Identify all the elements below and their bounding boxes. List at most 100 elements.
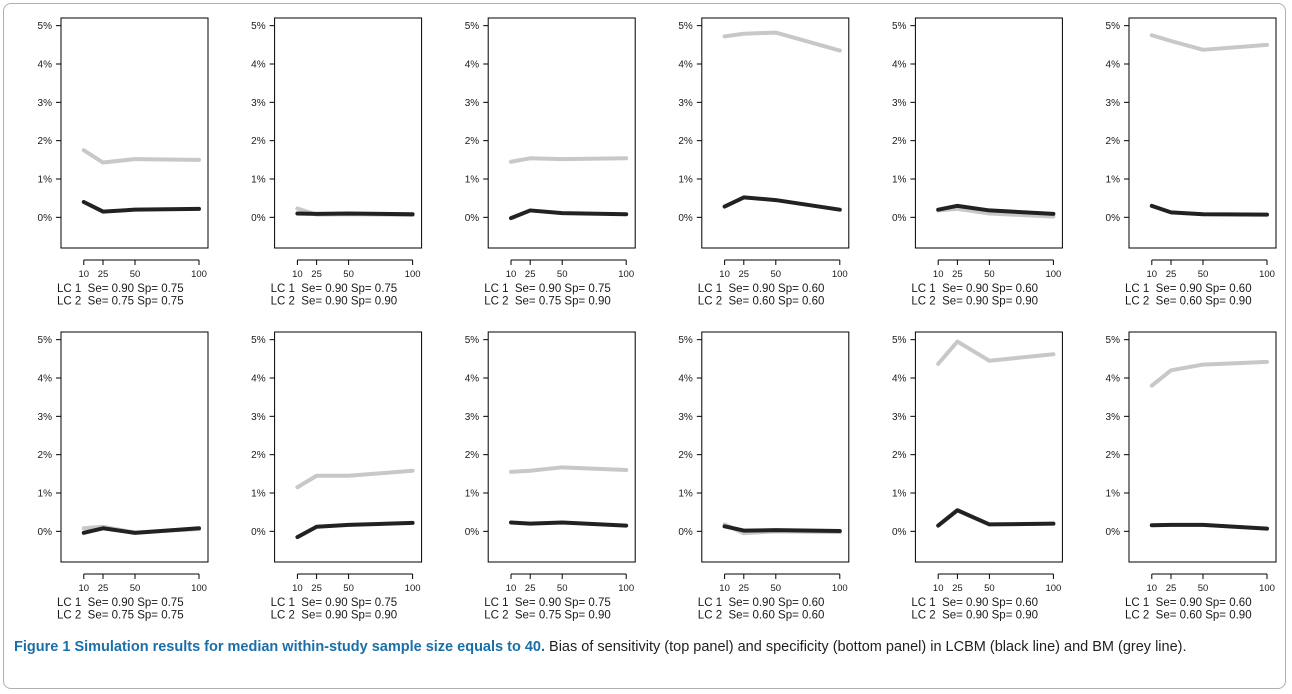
y-tick-label: 1% [465, 489, 480, 500]
y-tick-label: 1% [465, 175, 480, 186]
chart-panel: 5% 4% 3% 2% 1% 0% 10 25 50 100 LC 1 Se= 0.90 Sp= 0… [251, 331, 423, 622]
y-tick-label: 2% [1106, 136, 1121, 147]
plot-frame [1128, 331, 1277, 563]
chart-panel: 5% 4% 3% 2% 1% 0% 10 25 50 100 LC 1 Se= 0.90 Sp= 0… [892, 17, 1063, 308]
y-tick-label: 0% [38, 527, 53, 538]
x-tick-label: 100 [618, 269, 634, 280]
x-tick-label: 50 [557, 583, 568, 594]
y-tick-label: 2% [251, 450, 266, 461]
y-tick-label: 1% [892, 489, 907, 500]
figure-label: Figure 1 [14, 639, 71, 655]
y-tick-label: 5% [1106, 335, 1121, 346]
chart-panel: 5% 4% 3% 2% 1% 0% 10 25 50 100 LC 1 Se= 0.90 Sp= 0… [38, 17, 209, 308]
figure-caption: Figure 1 Simulation results for median w… [14, 637, 1279, 658]
series-line-bm [1149, 33, 1269, 52]
y-tick-label: 1% [38, 489, 53, 500]
x-tick-label: 50 [130, 583, 141, 594]
y-tick-label: 4% [465, 60, 480, 71]
series-line-lcbm [936, 508, 1056, 528]
y-tick-label: 1% [892, 175, 907, 186]
y-tick-label: 1% [1106, 489, 1121, 500]
x-tick-label: 100 [1259, 269, 1275, 280]
y-tick-label: 2% [678, 450, 693, 461]
y-tick-label: 5% [465, 21, 480, 32]
x-tick-label: 25 [1166, 269, 1177, 280]
y-tick-label: 1% [251, 175, 266, 186]
figure-caption-text: Bias of sensitivity (top panel) and spec… [549, 639, 1187, 655]
scenario-label: LC 2 Se= 0.75 Sp= 0.75 [57, 610, 184, 622]
chart-panel: 5% 4% 3% 2% 1% 0% 10 25 50 100 LC 1 Se= 0.90 Sp= 0… [465, 331, 636, 622]
y-tick-label: 3% [38, 98, 53, 109]
y-tick-label: 3% [38, 412, 53, 423]
y-tick-label: 4% [251, 374, 266, 385]
x-tick-label: 50 [984, 583, 995, 594]
x-tick-label: 100 [618, 583, 634, 594]
plot-frame [274, 17, 423, 249]
y-tick-label: 0% [892, 213, 907, 224]
series-line-lcbm [722, 195, 842, 212]
x-tick-label: 100 [405, 269, 421, 280]
y-tick-label: 2% [251, 136, 266, 147]
x-tick-label: 100 [191, 583, 207, 594]
series-line-lcbm [936, 203, 1056, 216]
x-tick-label: 50 [343, 583, 354, 594]
series-line-lcbm [81, 526, 201, 535]
x-tick-label: 25 [525, 269, 536, 280]
y-tick-label: 4% [892, 60, 907, 71]
plot-frame [914, 331, 1063, 563]
y-tick-label: 5% [251, 335, 266, 346]
scenario-label: LC 1 Se= 0.90 Sp= 0.75 [484, 597, 611, 609]
series-line-bm [81, 148, 201, 165]
x-tick-label: 100 [405, 583, 421, 594]
x-tick-label: 25 [739, 583, 750, 594]
series-line-bm [509, 156, 629, 164]
y-tick-label: 2% [892, 450, 907, 461]
plot-frame [701, 331, 850, 563]
x-tick-label: 25 [525, 583, 536, 594]
y-tick-label: 0% [1106, 527, 1121, 538]
x-tick-label: 50 [984, 269, 995, 280]
plot-frame [60, 331, 209, 563]
scenario-label: LC 1 Se= 0.90 Sp= 0.75 [271, 597, 398, 609]
plot-frame [1128, 17, 1277, 249]
scenario-label: LC 2 Se= 0.60 Sp= 0.90 [1125, 610, 1252, 622]
y-tick-label: 2% [678, 136, 693, 147]
plot-frame [60, 17, 209, 249]
x-tick-label: 25 [952, 583, 963, 594]
x-tick-label: 100 [832, 583, 848, 594]
scenario-label: LC 1 Se= 0.90 Sp= 0.60 [1125, 597, 1252, 609]
y-tick-label: 2% [38, 136, 53, 147]
y-tick-label: 4% [38, 374, 53, 385]
y-tick-label: 3% [465, 98, 480, 109]
scenario-label: LC 1 Se= 0.90 Sp= 0.75 [57, 597, 184, 609]
y-tick-label: 0% [678, 527, 693, 538]
y-tick-label: 0% [465, 213, 480, 224]
scenario-label: LC 1 Se= 0.90 Sp= 0.60 [1125, 283, 1252, 295]
y-tick-label: 3% [1106, 412, 1121, 423]
scenario-label: LC 2 Se= 0.90 Sp= 0.90 [911, 610, 1038, 622]
series-line-bm [722, 30, 842, 53]
y-tick-label: 3% [251, 412, 266, 423]
series-line-bm [936, 339, 1056, 366]
y-tick-label: 4% [892, 374, 907, 385]
chart-panel: 5% 4% 3% 2% 1% 0% 10 25 50 100 LC 1 Se= 0.90 Sp= 0… [1106, 331, 1277, 622]
x-tick-label: 50 [557, 269, 568, 280]
y-tick-label: 3% [251, 98, 266, 109]
y-tick-label: 5% [678, 21, 693, 32]
y-tick-label: 0% [465, 527, 480, 538]
y-tick-label: 4% [678, 60, 693, 71]
scenario-label: LC 2 Se= 0.90 Sp= 0.90 [271, 296, 398, 308]
scenario-label: LC 2 Se= 0.75 Sp= 0.90 [484, 610, 611, 622]
x-tick-label: 10 [719, 269, 730, 280]
x-tick-label: 25 [739, 269, 750, 280]
x-tick-label: 100 [832, 269, 848, 280]
x-tick-label: 10 [933, 583, 944, 594]
y-tick-label: 2% [1106, 450, 1121, 461]
y-tick-label: 5% [678, 335, 693, 346]
series-line-lcbm [509, 520, 629, 528]
scenario-label: LC 2 Se= 0.75 Sp= 0.90 [484, 296, 611, 308]
y-tick-label: 2% [892, 136, 907, 147]
y-tick-label: 4% [38, 60, 53, 71]
x-tick-label: 10 [292, 583, 303, 594]
x-tick-label: 10 [292, 269, 303, 280]
